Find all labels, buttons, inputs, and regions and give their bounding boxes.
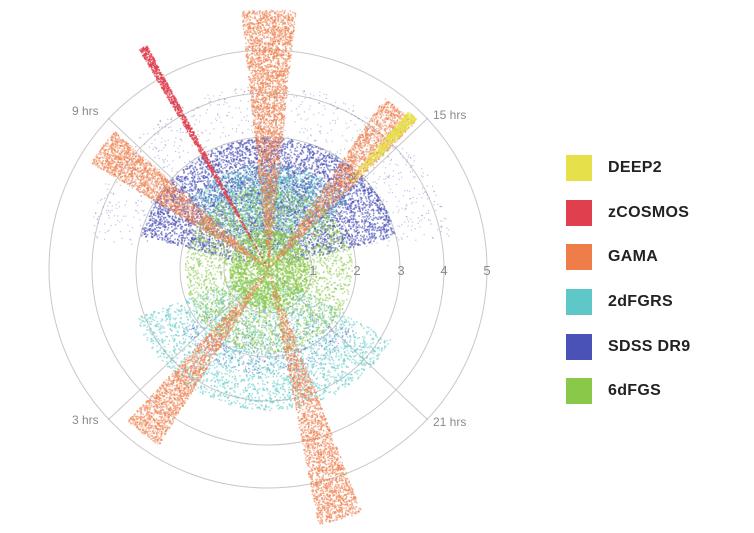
legend-label-6dfgs: 6dFGS	[608, 382, 661, 400]
legend-item-deep2: DEEP2	[566, 146, 746, 191]
cloud-deep2	[347, 112, 418, 183]
legend-swatch-6dfgs	[566, 378, 592, 405]
angle-label-3hrs: 3 hrs	[72, 413, 99, 427]
polar-survey-chart: 1 2 3 4 5 9 hrs 15 hrs 3 hrs 21 hrs	[48, 9, 491, 525]
radial-tick-2: 2	[353, 263, 360, 278]
legend-label-zcosmos: zCOSMOS	[608, 204, 689, 222]
cloud-gama-southwest	[127, 271, 268, 445]
cloud-6dfgs	[184, 185, 353, 354]
cloud-gama-north	[241, 9, 297, 268]
ring-5	[48, 49, 488, 489]
radial-tick-3: 3	[397, 263, 404, 278]
radial-tick-4: 4	[440, 263, 447, 278]
legend-item-zcosmos: zCOSMOS	[566, 191, 746, 236]
legend-swatch-gama	[566, 244, 592, 271]
legend-item-2dfgrs: 2dFGRS	[566, 280, 746, 325]
legend-label-2dfgrs: 2dFGRS	[608, 293, 673, 311]
radial-tick-5: 5	[483, 263, 490, 278]
cloud-gama-south	[269, 274, 362, 525]
legend-label-sdss-dr9: SDSS DR9	[608, 338, 690, 356]
angle-label-9hrs: 9 hrs	[72, 104, 99, 118]
galaxy-points	[91, 9, 450, 525]
legend-swatch-2dfgrs	[566, 289, 592, 316]
legend-item-sdss-dr9: SDSS DR9	[566, 324, 746, 369]
legend-swatch-deep2	[566, 155, 592, 182]
legend-item-gama: GAMA	[566, 235, 746, 280]
legend-swatch-sdss-dr9	[566, 333, 592, 360]
axis-labels: 1 2 3 4 5 9 hrs 15 hrs 3 hrs 21 hrs	[72, 104, 491, 429]
angle-label-21hrs: 21 hrs	[433, 415, 466, 429]
cloud-zcosmos	[138, 45, 266, 264]
legend-label-deep2: DEEP2	[608, 159, 662, 177]
cloud-gama-northwest	[91, 131, 269, 270]
legend-label-gama: GAMA	[608, 248, 658, 266]
radial-tick-1: 1	[309, 263, 316, 278]
angle-label-15hrs: 15 hrs	[433, 108, 466, 122]
legend-item-6dfgs: 6dFGS	[566, 369, 746, 414]
legend-swatch-zcosmos	[566, 199, 592, 226]
legend: DEEP2 zCOSMOS GAMA 2dFGRS SDSS DR9 6dFGS	[566, 146, 746, 414]
